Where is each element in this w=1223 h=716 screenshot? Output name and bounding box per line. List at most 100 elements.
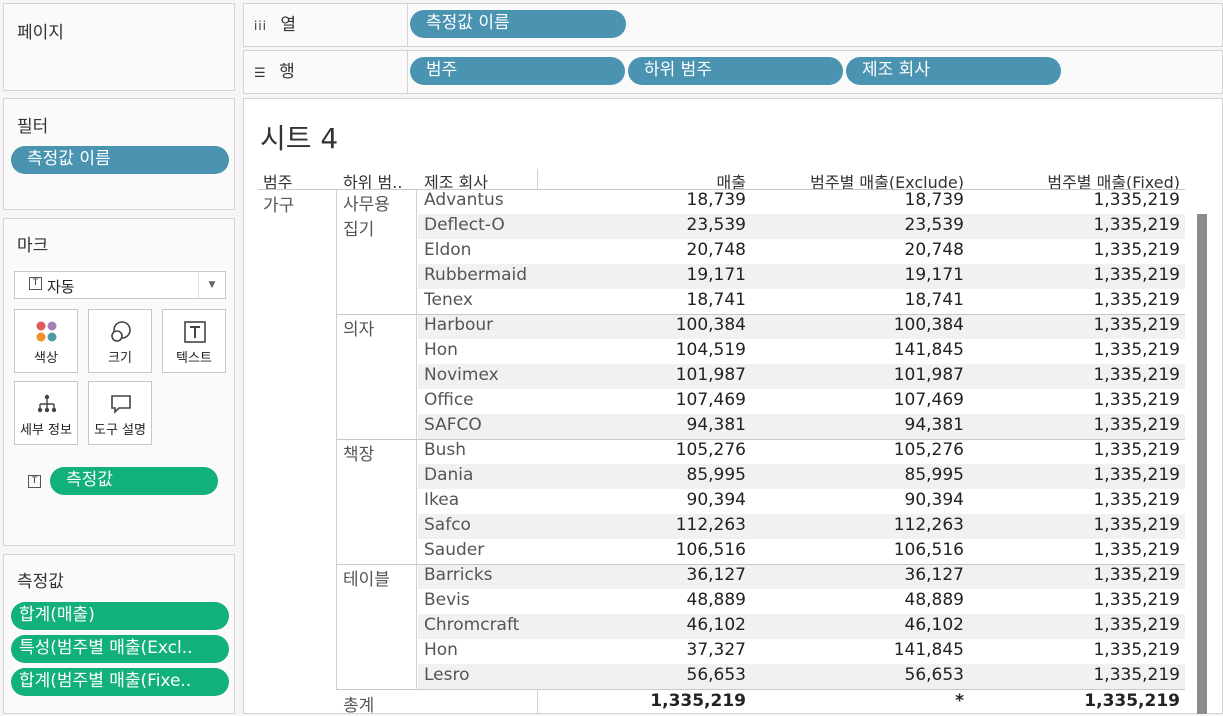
worksheet[interactable]: 시트 4 범주 하위 범.. 제조 회사 매출 범주별 매출(Exclude) …: [243, 98, 1223, 716]
exclude-cell[interactable]: 23,539: [904, 215, 964, 235]
sales-cell[interactable]: 106,516: [675, 540, 746, 560]
total-label[interactable]: 총계: [343, 696, 375, 716]
manufacturer-cell[interactable]: Hon: [424, 640, 458, 660]
total-sales[interactable]: 1,335,219: [650, 691, 746, 711]
fixed-cell[interactable]: 1,335,219: [1093, 340, 1180, 360]
table-row[interactable]: [418, 489, 1185, 514]
exclude-cell[interactable]: 19,171: [904, 265, 964, 285]
subcategory-label[interactable]: 집기: [343, 220, 375, 240]
manufacturer-cell[interactable]: Tenex: [424, 290, 473, 310]
fixed-cell[interactable]: 1,335,219: [1093, 265, 1180, 285]
filter-pill-measure-names[interactable]: 측정값 이름: [11, 146, 229, 174]
header-category[interactable]: 범주: [263, 173, 293, 192]
exclude-cell[interactable]: 106,516: [893, 540, 964, 560]
fixed-cell[interactable]: 1,335,219: [1093, 665, 1180, 685]
sales-cell[interactable]: 112,263: [675, 515, 746, 535]
exclude-cell[interactable]: 90,394: [904, 490, 964, 510]
table-row[interactable]: [418, 439, 1185, 464]
exclude-cell[interactable]: 46,102: [904, 615, 964, 635]
subcategory-label[interactable]: 책장: [343, 445, 375, 465]
table-row[interactable]: [418, 464, 1185, 489]
manufacturer-cell[interactable]: Hon: [424, 340, 458, 360]
table-row[interactable]: [418, 614, 1185, 639]
fixed-cell[interactable]: 1,335,219: [1093, 365, 1180, 385]
header-sales[interactable]: 매출: [716, 173, 746, 192]
fixed-cell[interactable]: 1,335,219: [1093, 490, 1180, 510]
manufacturer-cell[interactable]: Bush: [424, 440, 467, 460]
manufacturer-cell[interactable]: Barricks: [424, 565, 493, 585]
table-row[interactable]: [418, 264, 1185, 289]
header-fixed[interactable]: 범주별 매출(Fixed): [1047, 173, 1180, 192]
manufacturer-cell[interactable]: Lesro: [424, 665, 470, 685]
manufacturer-cell[interactable]: Deflect-O: [424, 215, 505, 235]
total-fixed[interactable]: 1,335,219: [1084, 691, 1180, 711]
mark-type-dropdown[interactable]: T 자동 ▼: [14, 271, 226, 299]
header-manufacturer[interactable]: 제조 회사: [424, 173, 488, 192]
fixed-cell[interactable]: 1,335,219: [1093, 640, 1180, 660]
manufacturer-cell[interactable]: Safco: [424, 515, 471, 535]
manufacturer-cell[interactable]: Chromcraft: [424, 615, 520, 635]
table-row[interactable]: [418, 389, 1185, 414]
exclude-cell[interactable]: 107,469: [893, 390, 964, 410]
table-row[interactable]: [418, 589, 1185, 614]
table-row[interactable]: [418, 539, 1185, 564]
fixed-cell[interactable]: 1,335,219: [1093, 440, 1180, 460]
row-pill-manufacturer[interactable]: 제조 회사: [846, 57, 1061, 85]
header-subcategory[interactable]: 하위 범..: [343, 173, 403, 192]
manufacturer-cell[interactable]: Harbour: [424, 315, 494, 335]
table-row[interactable]: [418, 214, 1185, 239]
exclude-cell[interactable]: 94,381: [904, 415, 964, 435]
sales-cell[interactable]: 23,539: [686, 215, 746, 235]
header-exclude[interactable]: 범주별 매출(Exclude): [810, 173, 964, 192]
color-card[interactable]: 색상: [14, 309, 78, 373]
manufacturer-cell[interactable]: Eldon: [424, 240, 472, 260]
table-row[interactable]: [418, 664, 1185, 689]
row-pill-subcategory[interactable]: 하위 범주: [628, 57, 843, 85]
table-row[interactable]: [418, 339, 1185, 364]
sales-cell[interactable]: 94,381: [686, 415, 746, 435]
subcategory-label[interactable]: 의자: [343, 320, 375, 340]
exclude-cell[interactable]: 85,995: [904, 465, 964, 485]
exclude-cell[interactable]: 105,276: [893, 440, 964, 460]
marks-panel[interactable]: 마크 T 자동 ▼ 색상 크기 텍스트 세부 정보: [3, 218, 235, 546]
table-row[interactable]: [418, 564, 1185, 589]
measures-panel[interactable]: 측정값 합계(매출) 특성(범주별 매출(Excl.. 합계(범주별 매출(Fi…: [3, 554, 235, 714]
sales-cell[interactable]: 18,739: [686, 190, 746, 210]
columns-shelf[interactable]: iii 열 측정값 이름: [243, 3, 1223, 47]
sales-cell[interactable]: 105,276: [675, 440, 746, 460]
table-row[interactable]: [418, 364, 1185, 389]
exclude-cell[interactable]: 18,739: [904, 190, 964, 210]
total-exclude[interactable]: *: [955, 691, 964, 711]
sales-cell[interactable]: 85,995: [686, 465, 746, 485]
exclude-cell[interactable]: 141,845: [893, 340, 964, 360]
table-row[interactable]: [418, 239, 1185, 264]
manufacturer-cell[interactable]: Sauder: [424, 540, 485, 560]
fixed-cell[interactable]: 1,335,219: [1093, 590, 1180, 610]
pages-panel[interactable]: 페이지: [3, 3, 235, 91]
sales-cell[interactable]: 104,519: [675, 340, 746, 360]
column-pill-measure-names[interactable]: 측정값 이름: [410, 10, 626, 38]
manufacturer-cell[interactable]: Ikea: [424, 490, 460, 510]
fixed-cell[interactable]: 1,335,219: [1093, 415, 1180, 435]
sales-cell[interactable]: 100,384: [675, 315, 746, 335]
measure-pill-fixed[interactable]: 합계(범주별 매출(Fixe..: [11, 668, 229, 696]
fixed-cell[interactable]: 1,335,219: [1093, 240, 1180, 260]
sales-cell[interactable]: 46,102: [686, 615, 746, 635]
table-row[interactable]: [418, 639, 1185, 664]
measure-pill-exclude[interactable]: 특성(범주별 매출(Excl..: [11, 635, 229, 663]
sales-cell[interactable]: 56,653: [686, 665, 746, 685]
fixed-cell[interactable]: 1,335,219: [1093, 315, 1180, 335]
fixed-cell[interactable]: 1,335,219: [1093, 540, 1180, 560]
manufacturer-cell[interactable]: Dania: [424, 465, 474, 485]
measure-pill-sales[interactable]: 합계(매출): [11, 602, 229, 630]
table-row[interactable]: [418, 189, 1185, 214]
fixed-cell[interactable]: 1,335,219: [1093, 215, 1180, 235]
sales-cell[interactable]: 101,987: [675, 365, 746, 385]
exclude-cell[interactable]: 56,653: [904, 665, 964, 685]
fixed-cell[interactable]: 1,335,219: [1093, 290, 1180, 310]
rows-shelf[interactable]: ☰ 행 범주 하위 범주 제조 회사: [243, 50, 1223, 94]
exclude-cell[interactable]: 112,263: [893, 515, 964, 535]
manufacturer-cell[interactable]: Rubbermaid: [424, 265, 528, 285]
exclude-cell[interactable]: 101,987: [893, 365, 964, 385]
manufacturer-cell[interactable]: Bevis: [424, 590, 470, 610]
